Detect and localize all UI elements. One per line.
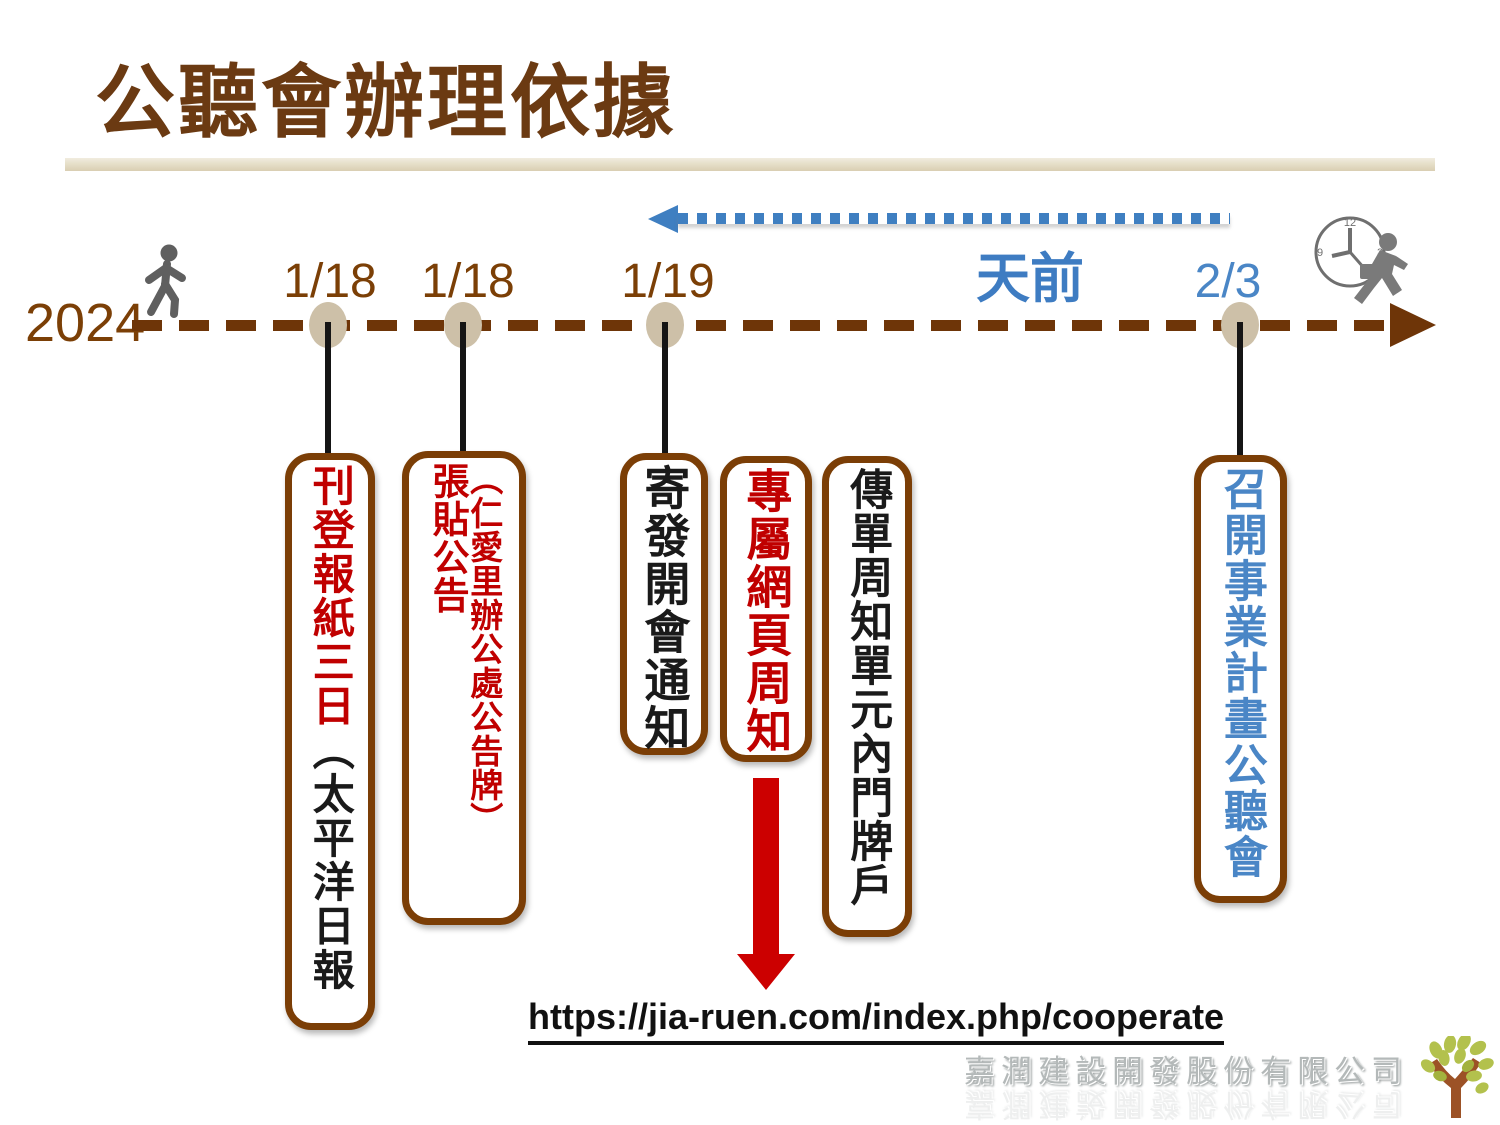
company-name: 嘉潤建設開發股份有限公司 — [964, 1054, 1408, 1089]
title-divider — [65, 158, 1435, 171]
left-arrowhead-icon — [648, 205, 678, 233]
tree-logo-icon — [1420, 1036, 1494, 1118]
event-box-flyer: 傳單周知單元內門牌戶 — [822, 456, 912, 937]
clock-runner-icon: 12 3 9 — [1314, 216, 1408, 304]
event-text: 寄發開會通知 — [638, 464, 691, 752]
company-name-reflection: 嘉潤建設開發股份有限公司 — [964, 1087, 1408, 1122]
date-label-3: 1/19 — [621, 255, 715, 308]
date-label-4: 2/3 — [1194, 255, 1262, 308]
connector-line — [460, 322, 466, 453]
days-before-label: 天前 — [976, 249, 1084, 309]
event-box-newspaper: 刊登報紙三日（太平洋日報 — [285, 453, 375, 1030]
event-box-hearing: 召開事業計畫公聽會 — [1194, 455, 1287, 903]
event-text: 傳單周知單元內門牌戶 — [843, 467, 892, 907]
cooperate-url-link[interactable]: https://jia-ruen.com/index.php/cooperate — [528, 996, 1225, 1045]
event-text: 張貼公告 （仁愛里辦公處公告牌） — [427, 462, 503, 836]
countdown-dotted-line — [678, 213, 1230, 224]
connector-line — [325, 322, 331, 455]
connector-line — [662, 322, 668, 455]
date-label-2: 1/18 — [421, 255, 515, 308]
svg-text:12: 12 — [1344, 217, 1356, 229]
connector-line — [1237, 322, 1243, 457]
year-label: 2024 — [25, 293, 146, 353]
svg-text:9: 9 — [1317, 247, 1323, 259]
event-box-webpage: 專屬網頁周知 — [720, 456, 812, 762]
event-text: 專屬網頁周知 — [740, 467, 793, 755]
page-title: 公聽會辦理依據 — [95, 58, 676, 147]
right-arrowhead-icon — [1390, 303, 1436, 347]
date-label-1: 1/18 — [283, 255, 377, 308]
company-footer: 嘉潤建設開發股份有限公司 嘉潤建設開發股份有限公司 — [964, 1054, 1408, 1122]
event-box-mail-notice: 寄發開會通知 — [620, 453, 708, 755]
event-text: 召開事業計畫公聽會 — [1216, 466, 1266, 880]
timeline-dashed-line — [132, 320, 1392, 331]
event-box-post-notice: 張貼公告 （仁愛里辦公處公告牌） — [402, 451, 526, 925]
event-text: 刊登報紙三日（太平洋日報 — [307, 464, 355, 992]
walking-person-icon — [145, 244, 186, 318]
down-arrow-icon — [737, 778, 795, 990]
